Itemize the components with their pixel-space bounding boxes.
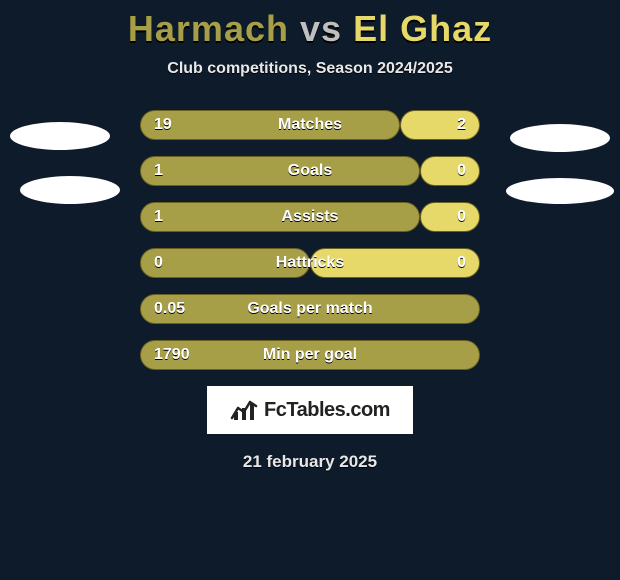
left-value: 1790 — [154, 340, 190, 370]
page-title: Harmach vs El Ghaz — [0, 0, 620, 50]
player1-team-placeholder — [20, 176, 120, 204]
stat-row: 10Assists — [140, 202, 480, 232]
right-bar — [420, 156, 480, 186]
left-bar — [140, 156, 420, 186]
chart-icon — [230, 398, 258, 422]
right-value: 0 — [457, 156, 466, 186]
player1-avatar-placeholder — [10, 122, 110, 150]
player1-name: Harmach — [128, 8, 289, 49]
stat-row: 1790Min per goal — [140, 340, 480, 370]
player2-team-placeholder — [506, 178, 614, 204]
left-bar — [140, 202, 420, 232]
right-bar — [420, 202, 480, 232]
fctables-logo: FcTables.com — [207, 386, 413, 434]
logo-text: FcTables.com — [264, 399, 390, 422]
left-value: 1 — [154, 156, 163, 186]
subtitle: Club competitions, Season 2024/2025 — [0, 60, 620, 78]
right-value: 0 — [457, 202, 466, 232]
right-value: 0 — [457, 248, 466, 278]
date-label: 21 february 2025 — [0, 452, 620, 472]
right-bar — [310, 248, 480, 278]
left-bar — [140, 248, 310, 278]
left-bar — [140, 294, 480, 324]
right-bar — [400, 110, 480, 140]
stat-row: 0.05Goals per match — [140, 294, 480, 324]
stats-container: 192Matches10Goals10Assists00Hattricks0.0… — [0, 110, 620, 370]
left-value: 0 — [154, 248, 163, 278]
vs-label: vs — [300, 8, 342, 49]
left-bar — [140, 340, 480, 370]
stat-row: 192Matches — [140, 110, 480, 140]
left-bar — [140, 110, 400, 140]
left-value: 19 — [154, 110, 172, 140]
left-value: 0.05 — [154, 294, 185, 324]
player2-name: El Ghaz — [353, 8, 492, 49]
left-value: 1 — [154, 202, 163, 232]
stat-row: 10Goals — [140, 156, 480, 186]
right-value: 2 — [457, 110, 466, 140]
stat-row: 00Hattricks — [140, 248, 480, 278]
player2-avatar-placeholder — [510, 124, 610, 152]
